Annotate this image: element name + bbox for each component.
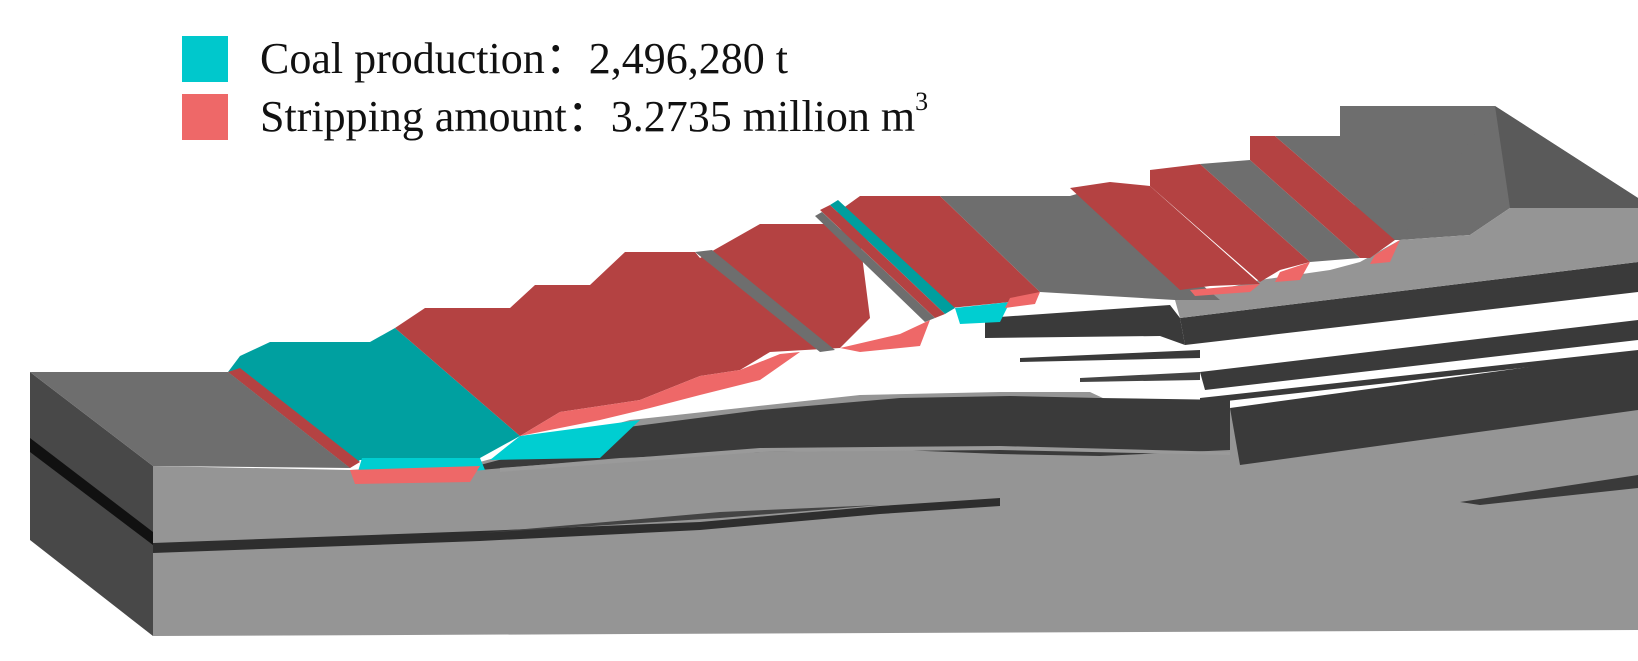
block-right-side-face bbox=[1495, 106, 1638, 208]
stripping-edge-left bbox=[228, 368, 360, 468]
block-left-side-face bbox=[30, 372, 153, 636]
lower-seam-lens bbox=[480, 505, 880, 533]
coal-strip-center bbox=[830, 200, 955, 314]
coal-label: Coal production bbox=[260, 34, 545, 83]
stripping-face-right-2 bbox=[1275, 262, 1310, 282]
left-side-seam bbox=[30, 438, 153, 545]
coal-top-left-block bbox=[228, 328, 520, 468]
stripping-face-right-3 bbox=[1370, 240, 1400, 264]
right-seam-middle bbox=[1200, 320, 1638, 390]
stripping-face-center bbox=[1005, 292, 1040, 308]
stripping-top-main bbox=[395, 224, 870, 436]
coal-value: 2,496,280 t bbox=[588, 34, 788, 83]
central-seam-lens-2 bbox=[1080, 372, 1200, 382]
coal-separator: ： bbox=[544, 34, 589, 83]
ground-top-right-mid bbox=[1275, 106, 1495, 240]
stripping-separator: ： bbox=[566, 92, 611, 141]
coal-face-step bbox=[490, 420, 640, 460]
legend: Coal production：2,496,280 t Stripping am… bbox=[182, 30, 928, 146]
upper-central-dark-layer bbox=[985, 305, 1185, 345]
stripping-face-right-1 bbox=[1190, 284, 1260, 296]
stripping-legend-text: Stripping amount：3.2735 million m3 bbox=[260, 89, 928, 141]
stripping-label: Stripping amount bbox=[260, 92, 567, 141]
stripping-top-center bbox=[835, 196, 1040, 308]
right-seam-thick bbox=[1230, 352, 1638, 465]
central-seam-lenses bbox=[1020, 350, 1200, 362]
stripping-value: 3.2735 million m bbox=[610, 92, 916, 141]
ground-strip-2 bbox=[815, 212, 935, 322]
middle-coal-seam bbox=[480, 396, 1230, 470]
coal-legend-text: Coal production：2,496,280 t bbox=[260, 37, 788, 81]
ground-strip-1 bbox=[695, 250, 835, 352]
right-lower-seam-lens bbox=[1460, 475, 1638, 505]
right-seam-upper bbox=[1180, 262, 1638, 345]
stripping-face-main-2 bbox=[840, 320, 930, 352]
lower-coal-seam bbox=[153, 498, 1000, 553]
ground-top-center bbox=[940, 190, 1220, 300]
ground-strip-right bbox=[1200, 160, 1360, 262]
middle-seam-light-line bbox=[500, 446, 1230, 472]
right-seam-thin-lines bbox=[1200, 350, 1638, 404]
stripping-face-main-1 bbox=[520, 352, 800, 436]
ground-top-left bbox=[30, 372, 350, 468]
legend-item-stripping: Stripping amount：3.2735 million m3 bbox=[182, 88, 928, 146]
stripping-top-right-2 bbox=[1150, 164, 1310, 282]
coal-face-center bbox=[955, 302, 1010, 324]
ground-right-edge-face bbox=[1175, 208, 1638, 318]
stripping-face-left bbox=[350, 466, 480, 484]
stripping-strip-center bbox=[820, 205, 945, 318]
stripping-swatch bbox=[182, 94, 228, 140]
stripping-superscript: 3 bbox=[915, 87, 929, 116]
coal-swatch bbox=[182, 36, 228, 82]
stripping-top-right-3 bbox=[1250, 136, 1395, 258]
stripping-top-right-1 bbox=[1070, 182, 1260, 290]
legend-item-coal: Coal production：2,496,280 t bbox=[182, 30, 928, 88]
